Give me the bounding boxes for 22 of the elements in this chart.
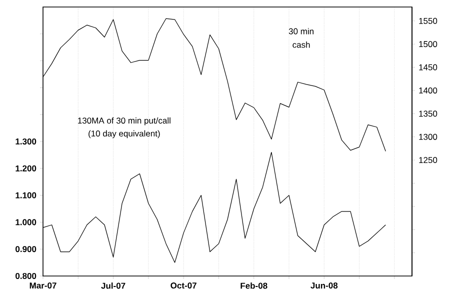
- y2-tick-label: 1550: [419, 18, 438, 24]
- y2-tick-label: 1500: [419, 41, 438, 48]
- x-tick-label: Jul-07: [101, 282, 126, 289]
- y2-tick-label: 1300: [419, 134, 438, 140]
- y-tick-label: 1.100: [16, 192, 36, 198]
- y-tick-label: 1.000: [16, 219, 36, 226]
- x-tick-label: Feb-08: [240, 282, 268, 289]
- annotation: cash: [292, 42, 310, 48]
- y2-tick-label: 1400: [419, 87, 438, 94]
- annotation: (10 day equivalent): [88, 130, 160, 138]
- x-tick-label: Oct-07: [170, 282, 196, 289]
- x-tick-label: Mar-07: [30, 282, 56, 289]
- x-tick-label: Jun-08: [310, 282, 338, 289]
- y2-tick-label: 1450: [419, 64, 438, 70]
- y-tick-label: 1.300: [16, 138, 36, 145]
- y-tick-label: 0.800: [16, 272, 36, 279]
- y-tick-label: 1.200: [16, 165, 36, 172]
- y-tick-label: 0.900: [16, 246, 36, 252]
- y2-tick-label: 1250: [419, 157, 438, 164]
- annotation: 30 min: [288, 28, 314, 34]
- annotation: 130MA of 30 min put/call: [78, 117, 170, 126]
- y2-tick-label: 1350: [419, 110, 438, 117]
